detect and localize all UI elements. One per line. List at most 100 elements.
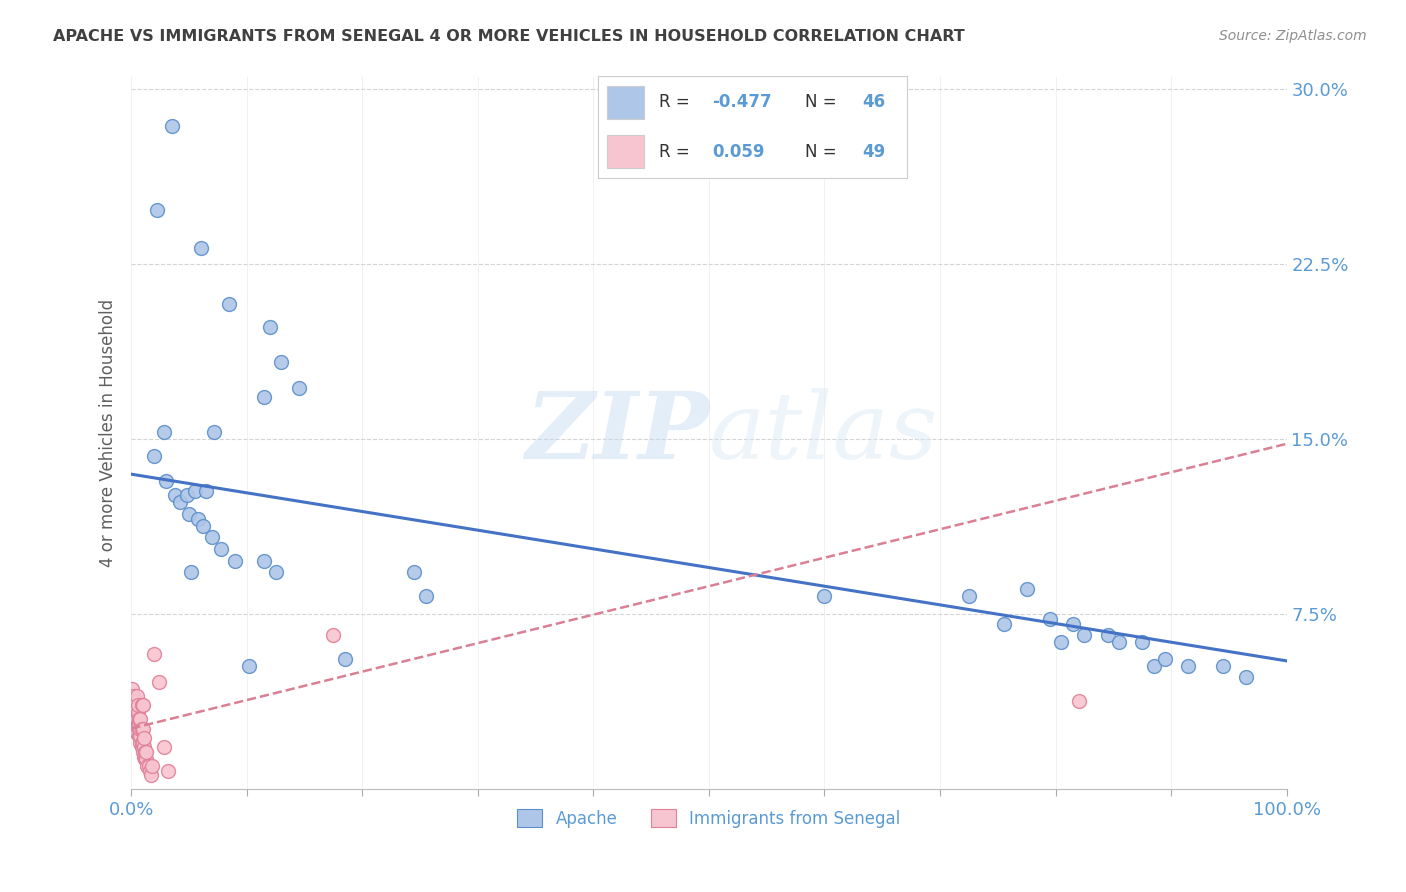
Point [125, 693, 148, 707]
FancyBboxPatch shape [607, 87, 644, 119]
Point [1143, 658, 1166, 673]
Point [131, 698, 153, 713]
Point [157, 764, 180, 778]
Point [1062, 616, 1084, 631]
Point [122, 689, 145, 703]
Point [148, 674, 170, 689]
Point [134, 752, 156, 766]
Point [132, 735, 155, 749]
Point [143, 647, 166, 661]
Point [152, 740, 174, 755]
Point [124, 712, 146, 726]
Text: N =: N = [804, 94, 842, 112]
Point [165, 488, 187, 502]
Point [190, 241, 212, 255]
Point [135, 752, 157, 766]
Text: 0.059: 0.059 [711, 143, 765, 161]
Point [209, 541, 232, 556]
Text: R =: R = [659, 94, 696, 112]
Point [143, 449, 166, 463]
Point [180, 565, 202, 579]
Point [1108, 635, 1130, 649]
Point [160, 120, 183, 134]
Text: R =: R = [659, 143, 696, 161]
Point [1130, 635, 1153, 649]
Point [259, 320, 281, 334]
Point [1073, 628, 1095, 642]
Point [169, 495, 191, 509]
Point [201, 530, 224, 544]
FancyBboxPatch shape [607, 136, 644, 168]
Point [264, 565, 287, 579]
Point [238, 658, 260, 673]
Point [132, 745, 155, 759]
Point [127, 717, 149, 731]
Point [138, 764, 160, 778]
Point [134, 745, 156, 759]
Point [333, 651, 356, 665]
Point [253, 553, 276, 567]
Point [132, 698, 155, 713]
Point [287, 381, 309, 395]
Point [132, 749, 155, 764]
Point [128, 717, 150, 731]
Text: 46: 46 [862, 94, 886, 112]
Point [129, 729, 152, 743]
Point [128, 729, 150, 743]
Point [155, 474, 177, 488]
Point [125, 726, 148, 740]
Point [129, 712, 152, 726]
Point [184, 483, 207, 498]
Point [128, 722, 150, 736]
Point [136, 759, 159, 773]
Point [1039, 612, 1062, 626]
Text: atlas: atlas [709, 388, 938, 478]
Point [127, 705, 149, 719]
Text: ZIP: ZIP [524, 388, 709, 478]
Point [127, 698, 149, 713]
Text: -0.477: -0.477 [711, 94, 772, 112]
Text: N =: N = [804, 143, 842, 161]
Point [128, 712, 150, 726]
Point [145, 203, 167, 218]
Point [957, 589, 980, 603]
Point [131, 740, 153, 755]
Point [404, 565, 426, 579]
Point [1015, 582, 1038, 596]
Point [191, 518, 214, 533]
Point [124, 698, 146, 713]
Point [129, 722, 152, 736]
Point [122, 705, 145, 719]
Point [253, 390, 276, 404]
Point [135, 745, 157, 759]
Point [415, 589, 437, 603]
Point [1212, 658, 1234, 673]
Point [129, 735, 152, 749]
Point [138, 759, 160, 773]
Point [218, 297, 240, 311]
Point [125, 712, 148, 726]
Legend: Apache, Immigrants from Senegal: Apache, Immigrants from Senegal [510, 803, 907, 834]
Point [121, 681, 143, 696]
Point [132, 722, 155, 736]
Point [1050, 635, 1073, 649]
Point [152, 425, 174, 439]
Point [322, 628, 344, 642]
Point [224, 553, 246, 567]
Point [124, 693, 146, 707]
Text: 49: 49 [862, 143, 886, 161]
Point [122, 698, 145, 713]
Text: APACHE VS IMMIGRANTS FROM SENEGAL 4 OR MORE VEHICLES IN HOUSEHOLD CORRELATION CH: APACHE VS IMMIGRANTS FROM SENEGAL 4 OR M… [53, 29, 965, 44]
Point [270, 355, 292, 369]
Point [1154, 651, 1177, 665]
Point [176, 488, 198, 502]
Point [131, 722, 153, 736]
Point [187, 511, 209, 525]
Point [131, 735, 153, 749]
Point [1234, 670, 1257, 684]
Point [177, 507, 200, 521]
Point [1177, 658, 1199, 673]
Point [139, 768, 162, 782]
Point [132, 731, 155, 745]
Point [1097, 628, 1119, 642]
